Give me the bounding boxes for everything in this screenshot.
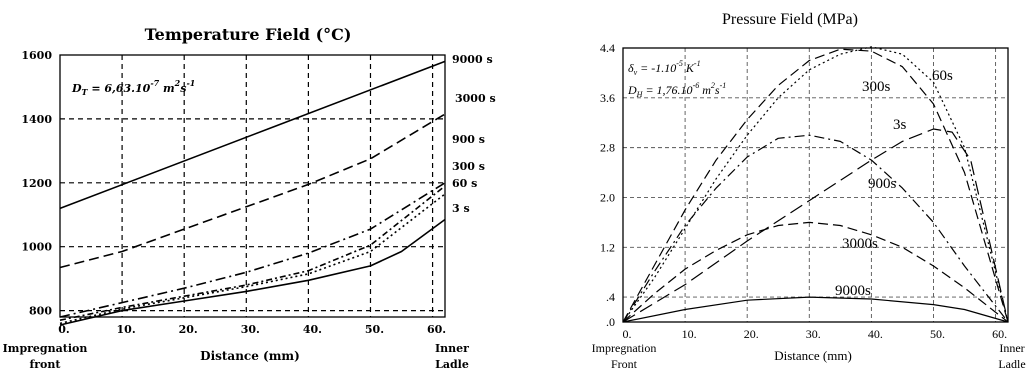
series-label: 900 s bbox=[452, 133, 485, 146]
series-label: 3000s bbox=[842, 236, 878, 252]
temperature-annotation-dt: DT = 6,63.10-7 m2s-1 bbox=[71, 78, 195, 97]
series-label: 9000s bbox=[835, 283, 871, 299]
x-tick-label: 10. bbox=[117, 323, 136, 336]
pressure-chart: Pressure Field (MPa) .0 .4 1.2 2.0 2.8 3.6 4.4… bbox=[592, 11, 1026, 371]
pressure-x-left-label-line1: Impregnation bbox=[592, 341, 657, 355]
series-line-300s bbox=[59, 185, 446, 321]
y-tick-label: 800 bbox=[29, 305, 52, 318]
x-tick-label: 30. bbox=[806, 327, 821, 341]
series-label: 60s bbox=[932, 68, 953, 84]
y-tick-label: 4.4 bbox=[600, 41, 615, 55]
series-line-300s bbox=[622, 48, 1009, 323]
series-label: 3000 s bbox=[455, 92, 496, 105]
temperature-x-left-label-line1: Impregnation bbox=[3, 342, 88, 355]
pressure-x-left-label-line2: Front bbox=[611, 357, 638, 371]
temperature-x-right-label-line1: Inner bbox=[435, 342, 469, 355]
y-tick-label: 1.2 bbox=[600, 240, 615, 254]
series-label: 300 s bbox=[452, 160, 485, 173]
y-tick-label: 2.0 bbox=[600, 190, 615, 204]
y-tick-label: 3.6 bbox=[600, 91, 615, 105]
series-line-900s bbox=[59, 182, 446, 318]
pressure-annotation-dh: DH = 1,76.10-6 m2s-1 bbox=[627, 81, 726, 99]
series-label: 9000 s bbox=[452, 53, 493, 66]
temperature-chart-title: Temperature Field (°C) bbox=[145, 25, 352, 44]
series-line-9000s bbox=[622, 296, 1009, 323]
x-tick-label: 50. bbox=[365, 323, 384, 336]
series-line-3000s bbox=[59, 113, 446, 269]
x-tick-label: 60. bbox=[427, 323, 446, 336]
temperature-x-axis-label: Distance (mm) bbox=[200, 349, 300, 363]
x-tick-label: 20. bbox=[179, 323, 198, 336]
x-tick-label: 10. bbox=[682, 327, 697, 341]
series-label: 300s bbox=[862, 79, 891, 95]
y-tick-label: 1600 bbox=[21, 49, 52, 62]
y-tick-label: .4 bbox=[606, 290, 615, 304]
series-line-60s bbox=[622, 46, 1009, 323]
y-tick-label: 1400 bbox=[21, 113, 52, 126]
x-tick-label: 0. bbox=[623, 327, 632, 341]
y-tick-label: 1000 bbox=[21, 241, 52, 254]
temperature-x-right-label-line2: Ladle bbox=[435, 358, 469, 371]
pressure-annotation-delta: δv = -1.10-5 K-1 bbox=[628, 59, 701, 77]
series-line-9000s bbox=[59, 60, 446, 210]
series-line-3s bbox=[622, 128, 1009, 323]
x-tick-label: 20. bbox=[744, 327, 759, 341]
x-tick-label: 40. bbox=[868, 327, 883, 341]
series-line-900s bbox=[622, 134, 1009, 323]
series-line-3s bbox=[59, 218, 446, 326]
pressure-x-right-label-line1: Inner bbox=[999, 341, 1024, 355]
y-tick-label: .0 bbox=[606, 315, 615, 329]
pressure-chart-title: Pressure Field (MPa) bbox=[722, 11, 858, 28]
series-label: 3 s bbox=[452, 202, 470, 215]
pressure-x-axis-label: Distance (mm) bbox=[774, 348, 852, 363]
x-tick-label: 30. bbox=[241, 323, 260, 336]
pressure-plot-frame bbox=[622, 47, 1009, 323]
x-tick-label: 0. bbox=[58, 323, 69, 336]
y-tick-label: 2.8 bbox=[600, 141, 615, 155]
temperature-chart: Temperature Field (°C) 800 1000 1200 1400 16… bbox=[3, 25, 496, 371]
y-tick-label: 1200 bbox=[21, 177, 52, 190]
pressure-x-right-label-line2: Ladle bbox=[998, 357, 1025, 371]
x-tick-label: 60. bbox=[992, 327, 1007, 341]
series-line-3000s bbox=[622, 221, 1009, 323]
x-tick-label: 40. bbox=[303, 323, 322, 336]
x-tick-label: 50. bbox=[930, 327, 945, 341]
series-label: 900s bbox=[868, 176, 897, 192]
series-label: 3s bbox=[893, 117, 907, 133]
temperature-x-left-label-line2: front bbox=[30, 358, 62, 371]
series-label: 60 s bbox=[452, 177, 477, 190]
